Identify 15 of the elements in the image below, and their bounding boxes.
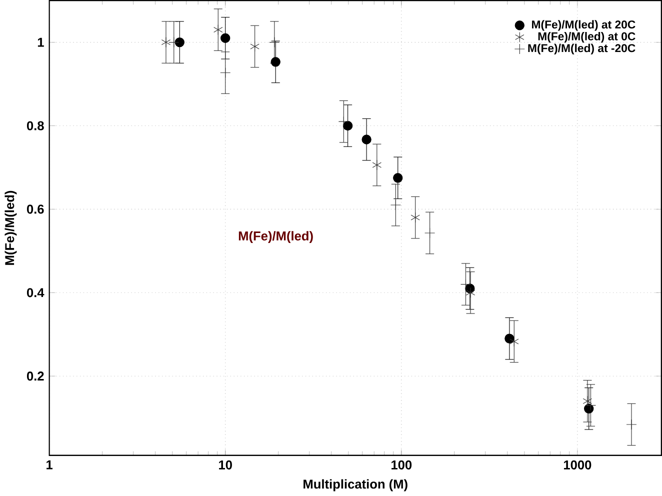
y-tick-label: 0.2	[26, 372, 44, 381]
legend-label: M(Fe)/M(led) at 0C	[538, 32, 636, 43]
x-tick-label: 1	[46, 460, 53, 470]
x-tick-label: 100	[392, 460, 412, 470]
x-tick-label: 1000	[564, 460, 592, 470]
y-tick-label: 1	[38, 38, 44, 47]
annotation: M(Fe)/M(led)	[238, 231, 313, 244]
y-tick-label: 0.8	[26, 121, 44, 130]
y-tick-label: 0.6	[26, 204, 44, 214]
x-tick-label: 10	[219, 460, 232, 470]
legend-label: M(Fe)/M(led) at -20C	[528, 44, 636, 54]
x-axis-title: Multiplication (M)	[304, 479, 408, 492]
y-tick-label: 0.4	[26, 288, 44, 298]
legend-label: M(Fe)/M(led) at 20C	[532, 20, 636, 31]
y-axis-title: M(Fe)/M(led)	[4, 190, 17, 265]
